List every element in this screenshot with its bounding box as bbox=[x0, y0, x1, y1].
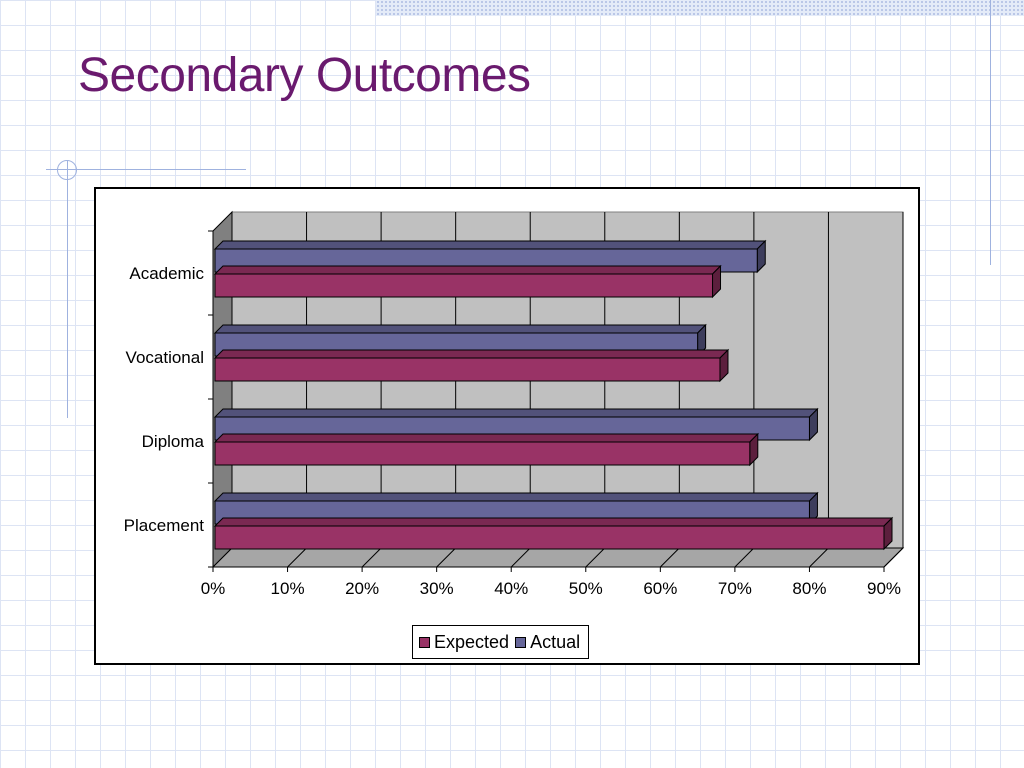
x-gridline-floor bbox=[734, 547, 755, 568]
y-category-label: Academic bbox=[129, 264, 204, 283]
bar-actual-vocational-top bbox=[213, 324, 707, 334]
x-gridline-floor bbox=[287, 547, 307, 568]
bar-expected-academic-top bbox=[213, 265, 722, 275]
x-tick-label: 0% bbox=[201, 579, 226, 598]
decorative-vertical-rule-right bbox=[990, 0, 991, 265]
decorative-vertical-rule-left bbox=[67, 160, 68, 418]
x-tick-label: 60% bbox=[643, 579, 677, 598]
bar-actual-academic-top bbox=[213, 240, 767, 250]
bar-expected-vocational-top bbox=[213, 349, 730, 359]
x-gridline-floor bbox=[883, 547, 904, 568]
y-category-label: Placement bbox=[124, 516, 205, 535]
legend-item-actual: Actual bbox=[515, 632, 580, 653]
slide-title: Secondary Outcomes bbox=[78, 49, 531, 102]
chart-legend: Expected Actual bbox=[412, 625, 590, 659]
x-tick-label: 20% bbox=[345, 579, 379, 598]
x-tick-label: 50% bbox=[569, 579, 603, 598]
bar-actual-placement-top bbox=[213, 492, 819, 502]
x-tick-label: 70% bbox=[718, 579, 752, 598]
legend-label-actual: Actual bbox=[530, 631, 581, 652]
bar-expected-vocational bbox=[214, 357, 721, 382]
x-gridline-floor bbox=[585, 547, 606, 568]
bar-expected-diploma-top bbox=[213, 433, 760, 443]
bar-expected-academic bbox=[214, 273, 714, 298]
legend-swatch-expected bbox=[419, 636, 430, 648]
x-gridline-floor bbox=[659, 547, 680, 568]
legend-swatch-actual bbox=[515, 636, 527, 648]
bar-expected-diploma bbox=[214, 441, 751, 466]
bar-chart: 0% 10% 20% 30% 40% 50% 60% 70% 80% 90% Academic Voc… bbox=[124, 210, 905, 598]
chart-frame: 0% 10% 20% 30% 40% 50% 60% 70% 80% 90% Academic Voc… bbox=[94, 187, 920, 665]
decorative-horizontal-rule bbox=[46, 169, 246, 170]
x-gridline-floor bbox=[436, 547, 457, 568]
bar-actual-diploma-top bbox=[213, 408, 819, 418]
x-gridline-floor bbox=[361, 547, 382, 568]
decorative-top-band bbox=[376, 0, 1024, 16]
x-gridline-floor bbox=[510, 547, 531, 568]
x-tick-label: 30% bbox=[420, 579, 454, 598]
legend-label-expected: Expected bbox=[434, 631, 510, 652]
x-tick-label: 90% bbox=[867, 579, 901, 598]
legend-item-expected: Expected bbox=[419, 632, 509, 653]
y-category-label: Diploma bbox=[142, 432, 205, 451]
decorative-circle-ornament bbox=[57, 160, 77, 180]
plot-floor bbox=[211, 547, 905, 568]
x-gridline-floor bbox=[809, 547, 829, 568]
bar-expected-placement bbox=[214, 525, 885, 550]
x-tick-label: 80% bbox=[792, 579, 826, 598]
x-tick-label: 40% bbox=[494, 579, 528, 598]
x-tick-label: 10% bbox=[271, 579, 305, 598]
bar-expected-placement-top bbox=[213, 517, 894, 527]
y-category-label: Vocational bbox=[126, 348, 204, 367]
